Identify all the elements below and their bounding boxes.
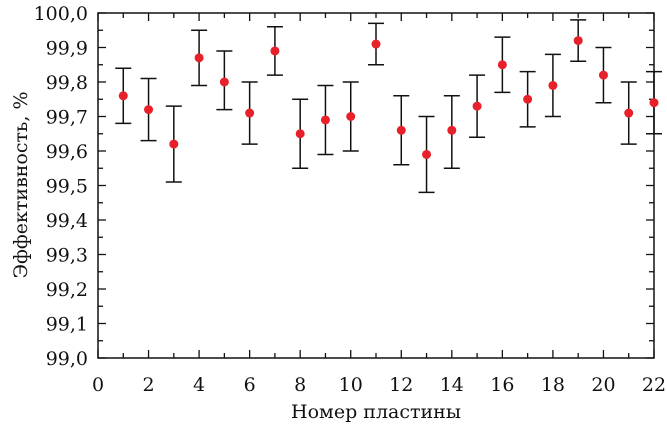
data-point	[649, 98, 659, 108]
data-point	[346, 112, 356, 121]
data-point	[573, 36, 583, 46]
x-tick-label: 6	[244, 374, 256, 396]
y-tick-label: 99,1	[46, 314, 88, 336]
x-axis-label: Номер пластины	[291, 401, 461, 423]
data-point	[144, 105, 154, 115]
x-tick-label: 12	[389, 374, 413, 396]
data-point	[548, 80, 558, 90]
x-tick-label: 0	[92, 374, 104, 396]
y-tick-label: 99,2	[46, 279, 88, 301]
data-point	[219, 77, 229, 87]
data-point	[245, 108, 255, 118]
y-tick-label: 99,9	[46, 38, 88, 60]
y-axis-label: Эффективность, %	[10, 91, 32, 278]
data-point	[598, 70, 608, 80]
y-tick-label: 99,4	[46, 210, 88, 232]
x-tick-label: 10	[339, 374, 363, 396]
y-tick-label: 100,0	[34, 3, 88, 25]
x-tick-label: 8	[294, 374, 306, 396]
x-tick-labels: 0 2 4 6 8 10 12 14 16 18 20 22	[92, 374, 666, 396]
x-tick-label: 22	[642, 374, 666, 396]
data-point	[523, 94, 533, 104]
y-tick-label: 99,5	[46, 176, 88, 198]
data-point	[295, 129, 305, 139]
data-point	[472, 101, 482, 111]
x-tick-label: 16	[490, 374, 514, 396]
x-tick-label: 2	[142, 374, 154, 396]
y-tick-label: 99,3	[46, 245, 88, 267]
y-tick-label: 99,0	[46, 348, 88, 370]
x-tick-label: 20	[591, 374, 615, 396]
error-bars	[115, 19, 662, 194]
data-point	[624, 108, 634, 118]
data-point	[497, 60, 507, 70]
y-tick-labels: 99,0 99,1 99,2 99,3 99,4 99,5 99,6 99,7 99,8 99,9…	[34, 3, 88, 370]
data-point	[422, 149, 432, 159]
data-point	[396, 125, 406, 135]
data-point	[169, 139, 179, 149]
data-point	[320, 115, 330, 125]
data-point	[194, 53, 204, 63]
data-point	[447, 125, 457, 135]
data-points	[118, 36, 659, 159]
y-tick-label: 99,8	[46, 72, 88, 94]
data-point	[371, 39, 381, 49]
x-tick-label: 18	[541, 374, 565, 396]
data-point	[118, 91, 128, 101]
y-tick-label: 99,6	[46, 141, 88, 163]
data-point	[270, 46, 280, 56]
x-tick-label: 14	[440, 374, 464, 396]
y-tick-label: 99,7	[46, 107, 88, 129]
x-tick-label: 4	[193, 374, 205, 396]
